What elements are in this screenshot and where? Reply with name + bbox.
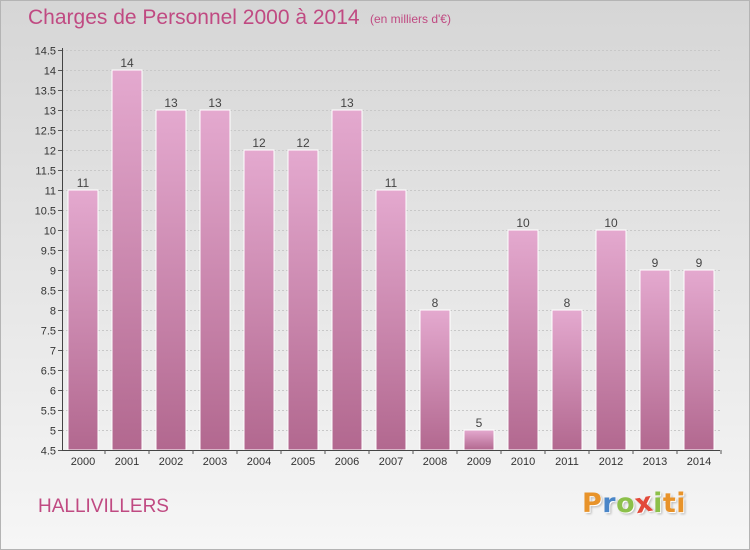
y-tick-label: 10 bbox=[44, 226, 56, 238]
y-tick-label: 4.5 bbox=[41, 446, 56, 458]
y-tick-label: 13.5 bbox=[35, 86, 56, 98]
value-label: 5 bbox=[476, 416, 483, 430]
y-tick-label: 10.5 bbox=[35, 206, 56, 218]
y-tick-label: 12 bbox=[44, 146, 56, 158]
y-tick-label: 5.5 bbox=[41, 406, 56, 418]
logo-letter: t bbox=[662, 488, 677, 519]
y-tick-label: 7 bbox=[50, 346, 56, 358]
x-tick-label: 2005 bbox=[291, 456, 315, 468]
chart-subtitle: (en milliers d'€) bbox=[370, 12, 451, 26]
y-tick-label: 14 bbox=[44, 66, 56, 78]
y-tick-label: 13 bbox=[44, 106, 56, 118]
logo-letter: i bbox=[676, 488, 687, 519]
bar-2006[interactable] bbox=[331, 109, 363, 451]
x-tick-label: 2001 bbox=[115, 456, 139, 468]
value-label: 10 bbox=[516, 216, 530, 230]
bars bbox=[67, 69, 715, 451]
bar-2000[interactable] bbox=[67, 189, 99, 451]
value-label: 13 bbox=[164, 96, 178, 110]
x-tick-label: 2004 bbox=[247, 456, 271, 468]
y-tick-label: 8.5 bbox=[41, 286, 56, 298]
y-tick-label: 7.5 bbox=[41, 326, 56, 338]
bar-2014[interactable] bbox=[683, 269, 715, 451]
logo-letter: P bbox=[582, 488, 603, 519]
value-label: 8 bbox=[432, 296, 439, 310]
y-tick-label: 9 bbox=[50, 266, 56, 278]
bar-2003[interactable] bbox=[199, 109, 231, 451]
bar-2008[interactable] bbox=[419, 309, 451, 451]
x-tick-label: 2009 bbox=[467, 456, 491, 468]
value-label: 11 bbox=[77, 176, 90, 190]
y-tick-label: 9.5 bbox=[41, 246, 56, 258]
x-tick-label: 2008 bbox=[423, 456, 447, 468]
bar-2002[interactable] bbox=[155, 109, 187, 451]
logo-letter: i bbox=[653, 488, 663, 519]
value-label: 12 bbox=[252, 136, 266, 150]
logo-letter: r bbox=[602, 488, 617, 519]
y-tick-label: 14.5 bbox=[35, 46, 56, 58]
logo-letter: o bbox=[616, 488, 636, 519]
y-tick-label: 6 bbox=[50, 386, 56, 398]
value-label: 13 bbox=[340, 96, 354, 110]
value-label: 9 bbox=[652, 256, 659, 270]
commune-name: HALLIVILLERS bbox=[38, 496, 169, 517]
y-tick-label: 11.5 bbox=[35, 166, 56, 178]
chart-title: Charges de Personnel 2000 à 2014 bbox=[28, 6, 360, 29]
bar-2012[interactable] bbox=[595, 229, 627, 451]
y-tick-label: 12.5 bbox=[35, 126, 56, 138]
bar-2011[interactable] bbox=[551, 309, 583, 451]
bar-2001[interactable] bbox=[111, 69, 143, 451]
value-label: 11 bbox=[385, 176, 398, 190]
x-tick-label: 2000 bbox=[71, 456, 95, 468]
y-tick-label: 8 bbox=[50, 306, 56, 318]
x-tick-label: 2014 bbox=[687, 456, 711, 468]
x-tick-label: 2002 bbox=[159, 456, 183, 468]
y-tick-label: 6.5 bbox=[41, 366, 56, 378]
value-label: 13 bbox=[208, 96, 222, 110]
value-label: 12 bbox=[296, 136, 310, 150]
value-label: 10 bbox=[604, 216, 618, 230]
value-label: 8 bbox=[564, 296, 571, 310]
labels: 4.5 5 5.5 6 6.5 7 7.5 8 8.5 9 9.5 10 10.5 11 11.5 12 12.… bbox=[35, 46, 712, 469]
bar-2009[interactable] bbox=[463, 429, 495, 451]
bar-2013[interactable] bbox=[639, 269, 671, 451]
x-tick-label: 2011 bbox=[555, 456, 579, 468]
axes bbox=[58, 48, 722, 454]
y-tick-label: 5 bbox=[50, 426, 56, 438]
value-label: 14 bbox=[120, 56, 134, 70]
x-tick-label: 2012 bbox=[599, 456, 623, 468]
proxiti-logo[interactable]: Proxiti bbox=[582, 487, 687, 521]
x-tick-label: 2010 bbox=[511, 456, 535, 468]
x-tick-label: 2006 bbox=[335, 456, 359, 468]
y-tick-label: 11 bbox=[45, 186, 56, 198]
bar-2010[interactable] bbox=[507, 229, 539, 451]
x-tick-label: 2007 bbox=[379, 456, 403, 468]
x-tick-label: 2013 bbox=[643, 456, 667, 468]
bar-2004[interactable] bbox=[243, 149, 275, 451]
x-tick-label: 2003 bbox=[203, 456, 227, 468]
bar-2005[interactable] bbox=[287, 149, 319, 451]
value-label: 9 bbox=[696, 256, 703, 270]
bar-2007[interactable] bbox=[375, 189, 407, 451]
